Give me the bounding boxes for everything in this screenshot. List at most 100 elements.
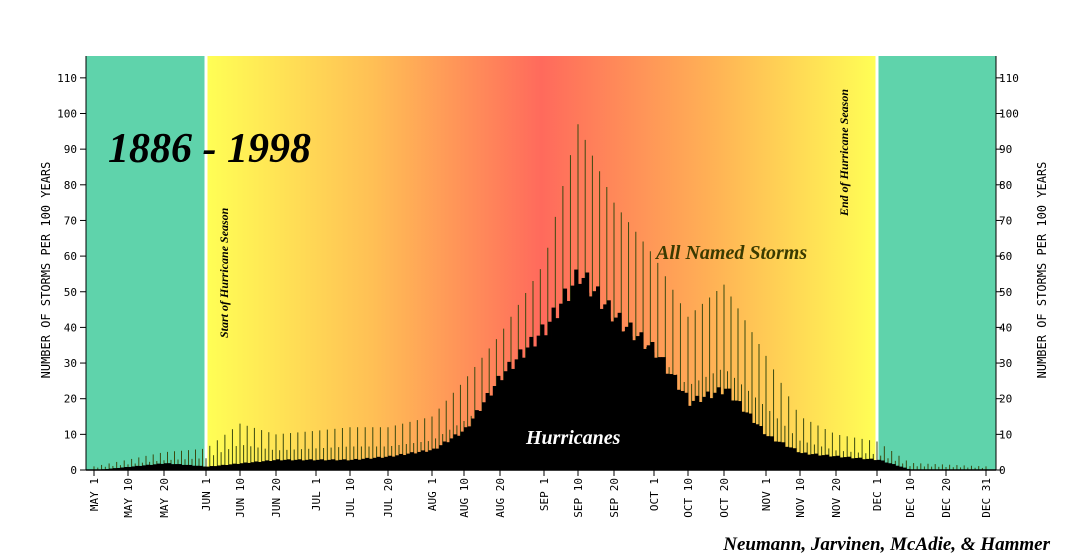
y-tick-label-right: 110 bbox=[999, 72, 1019, 85]
y-tick-label-right: 40 bbox=[999, 321, 1012, 334]
x-tick-label: DEC 31 bbox=[980, 478, 993, 518]
x-tick-label: JUN 1 bbox=[200, 478, 213, 511]
hurricanes-bar bbox=[533, 346, 538, 470]
hurricanes-bar bbox=[202, 466, 207, 470]
y-tick-label-left: 0 bbox=[70, 464, 77, 477]
hurricanes-bar bbox=[391, 456, 396, 470]
hurricanes-bar bbox=[669, 374, 674, 470]
hurricanes-bar bbox=[496, 375, 501, 470]
hurricanes-bar bbox=[854, 457, 859, 470]
hurricanes-bar bbox=[562, 288, 568, 470]
hurricanes-bar bbox=[843, 457, 848, 470]
hurricanes-bar bbox=[727, 388, 732, 470]
hurricanes-bar bbox=[713, 392, 718, 470]
hurricanes-bar bbox=[316, 459, 321, 470]
hurricanes-bar bbox=[547, 321, 552, 470]
hurricanes-bar bbox=[279, 460, 284, 470]
hurricanes-bar bbox=[578, 283, 582, 470]
hurricanes-bar bbox=[680, 390, 685, 470]
hurricanes-bar bbox=[632, 340, 637, 470]
hurricanes-bar bbox=[199, 465, 203, 470]
hurricanes-bar bbox=[334, 460, 340, 470]
plot-frame bbox=[85, 56, 997, 471]
hurricanes-bar bbox=[825, 454, 830, 470]
hurricanes-bar bbox=[884, 462, 889, 470]
hurricanes-bar bbox=[899, 466, 904, 470]
right-axis-title: NUMBER OF STORMS PER 100 YEARS bbox=[1035, 162, 1049, 379]
hurricanes-bar bbox=[372, 457, 377, 470]
x-tick-label: NOV 20 bbox=[830, 478, 843, 518]
y-tick-label-left: 50 bbox=[64, 286, 77, 299]
credit-line: Neumann, Jarvinen, McAdie, & Hammer bbox=[722, 534, 1050, 555]
hurricanes-bar bbox=[142, 465, 147, 470]
hurricanes-bar bbox=[250, 462, 255, 470]
hurricanes-bar bbox=[138, 465, 143, 470]
hurricanes-bar bbox=[755, 424, 760, 470]
hurricanes-bar bbox=[421, 450, 426, 470]
hurricanes-bar bbox=[773, 441, 778, 470]
hurricanes-bar bbox=[862, 459, 867, 470]
hurricanes-bar bbox=[639, 332, 644, 470]
hurricanes-bar bbox=[365, 457, 370, 470]
hurricanes-bar bbox=[308, 459, 313, 470]
x-tick-label: SEP 1 bbox=[538, 478, 551, 511]
hurricanes-bar bbox=[297, 459, 302, 470]
hurricanes-bar bbox=[492, 386, 497, 470]
hurricanes-bar bbox=[752, 422, 756, 470]
off-season-before bbox=[86, 56, 206, 470]
x-tick-label: JUL 20 bbox=[382, 478, 395, 518]
hurricanes-bar bbox=[559, 303, 564, 470]
hurricanes-bar bbox=[661, 357, 666, 470]
hurricanes-bar bbox=[818, 455, 822, 470]
hurricanes-bar bbox=[232, 463, 237, 470]
hurricanes-bar bbox=[474, 410, 479, 470]
hurricanes-bar bbox=[792, 448, 797, 470]
hurricanes-bar bbox=[228, 464, 233, 470]
hurricanes-bar bbox=[342, 459, 347, 470]
y-tick-label-left: 110 bbox=[57, 72, 77, 85]
hurricanes-bar bbox=[413, 453, 418, 470]
hurricanes-bar bbox=[518, 349, 523, 470]
hurricanes-bar bbox=[376, 456, 381, 470]
hurricanes-bar bbox=[500, 380, 505, 470]
hurricanes-bar bbox=[877, 459, 882, 470]
hurricanes-bar bbox=[566, 301, 571, 470]
hurricanes-bar bbox=[762, 434, 767, 470]
x-tick-label: JUL 1 bbox=[310, 478, 323, 511]
hurricanes-bar bbox=[406, 453, 411, 470]
hurricanes-bar bbox=[731, 400, 735, 470]
hurricanes-bar bbox=[181, 464, 186, 470]
y-tick-label-right: 100 bbox=[999, 108, 1019, 121]
hurricanes-bar bbox=[574, 269, 579, 470]
hurricanes-bar bbox=[880, 460, 885, 470]
hurricanes-bar bbox=[164, 463, 168, 470]
hurricanes-bar bbox=[716, 387, 721, 470]
hurricanes-bar bbox=[684, 392, 689, 470]
hurricanes-bar bbox=[706, 391, 710, 470]
y-tick-label-right: 20 bbox=[999, 393, 1012, 406]
x-tick-label: JUN 20 bbox=[270, 478, 283, 518]
hurricanes-bar bbox=[188, 464, 193, 470]
x-tick-label: NOV 1 bbox=[760, 478, 773, 511]
chart-title: 1886 - 1998 bbox=[108, 126, 311, 172]
y-axis: 0 0 10 10 20 20 30 30 40 40 50 50 60 60 70 70 80 80 90 90 10… bbox=[57, 72, 1019, 477]
hurricanes-bar bbox=[192, 465, 196, 470]
hurricanes-bar bbox=[206, 466, 211, 470]
left-axis-title: NUMBER OF STORMS PER 100 YEARS bbox=[39, 162, 53, 379]
hurricanes-bar bbox=[503, 371, 508, 470]
hurricanes-bar bbox=[156, 463, 161, 470]
hurricanes-bar bbox=[485, 392, 490, 470]
season-end-label: End of Hurricane Season bbox=[837, 89, 851, 217]
hurricanes-bar bbox=[610, 321, 615, 470]
hurricanes-bar bbox=[643, 348, 648, 470]
named-storms-label: All Named Storms bbox=[654, 242, 807, 264]
hurricanes-bar bbox=[243, 462, 248, 470]
y-tick-label-left: 20 bbox=[64, 393, 77, 406]
hurricanes-bar bbox=[112, 468, 118, 470]
hurricanes-bar bbox=[628, 322, 633, 470]
season-start-label: Start of Hurricane Season bbox=[217, 207, 231, 338]
hurricanes-bar bbox=[796, 452, 801, 470]
hurricanes-bar bbox=[327, 459, 332, 470]
hurricanes-bar bbox=[424, 451, 429, 470]
